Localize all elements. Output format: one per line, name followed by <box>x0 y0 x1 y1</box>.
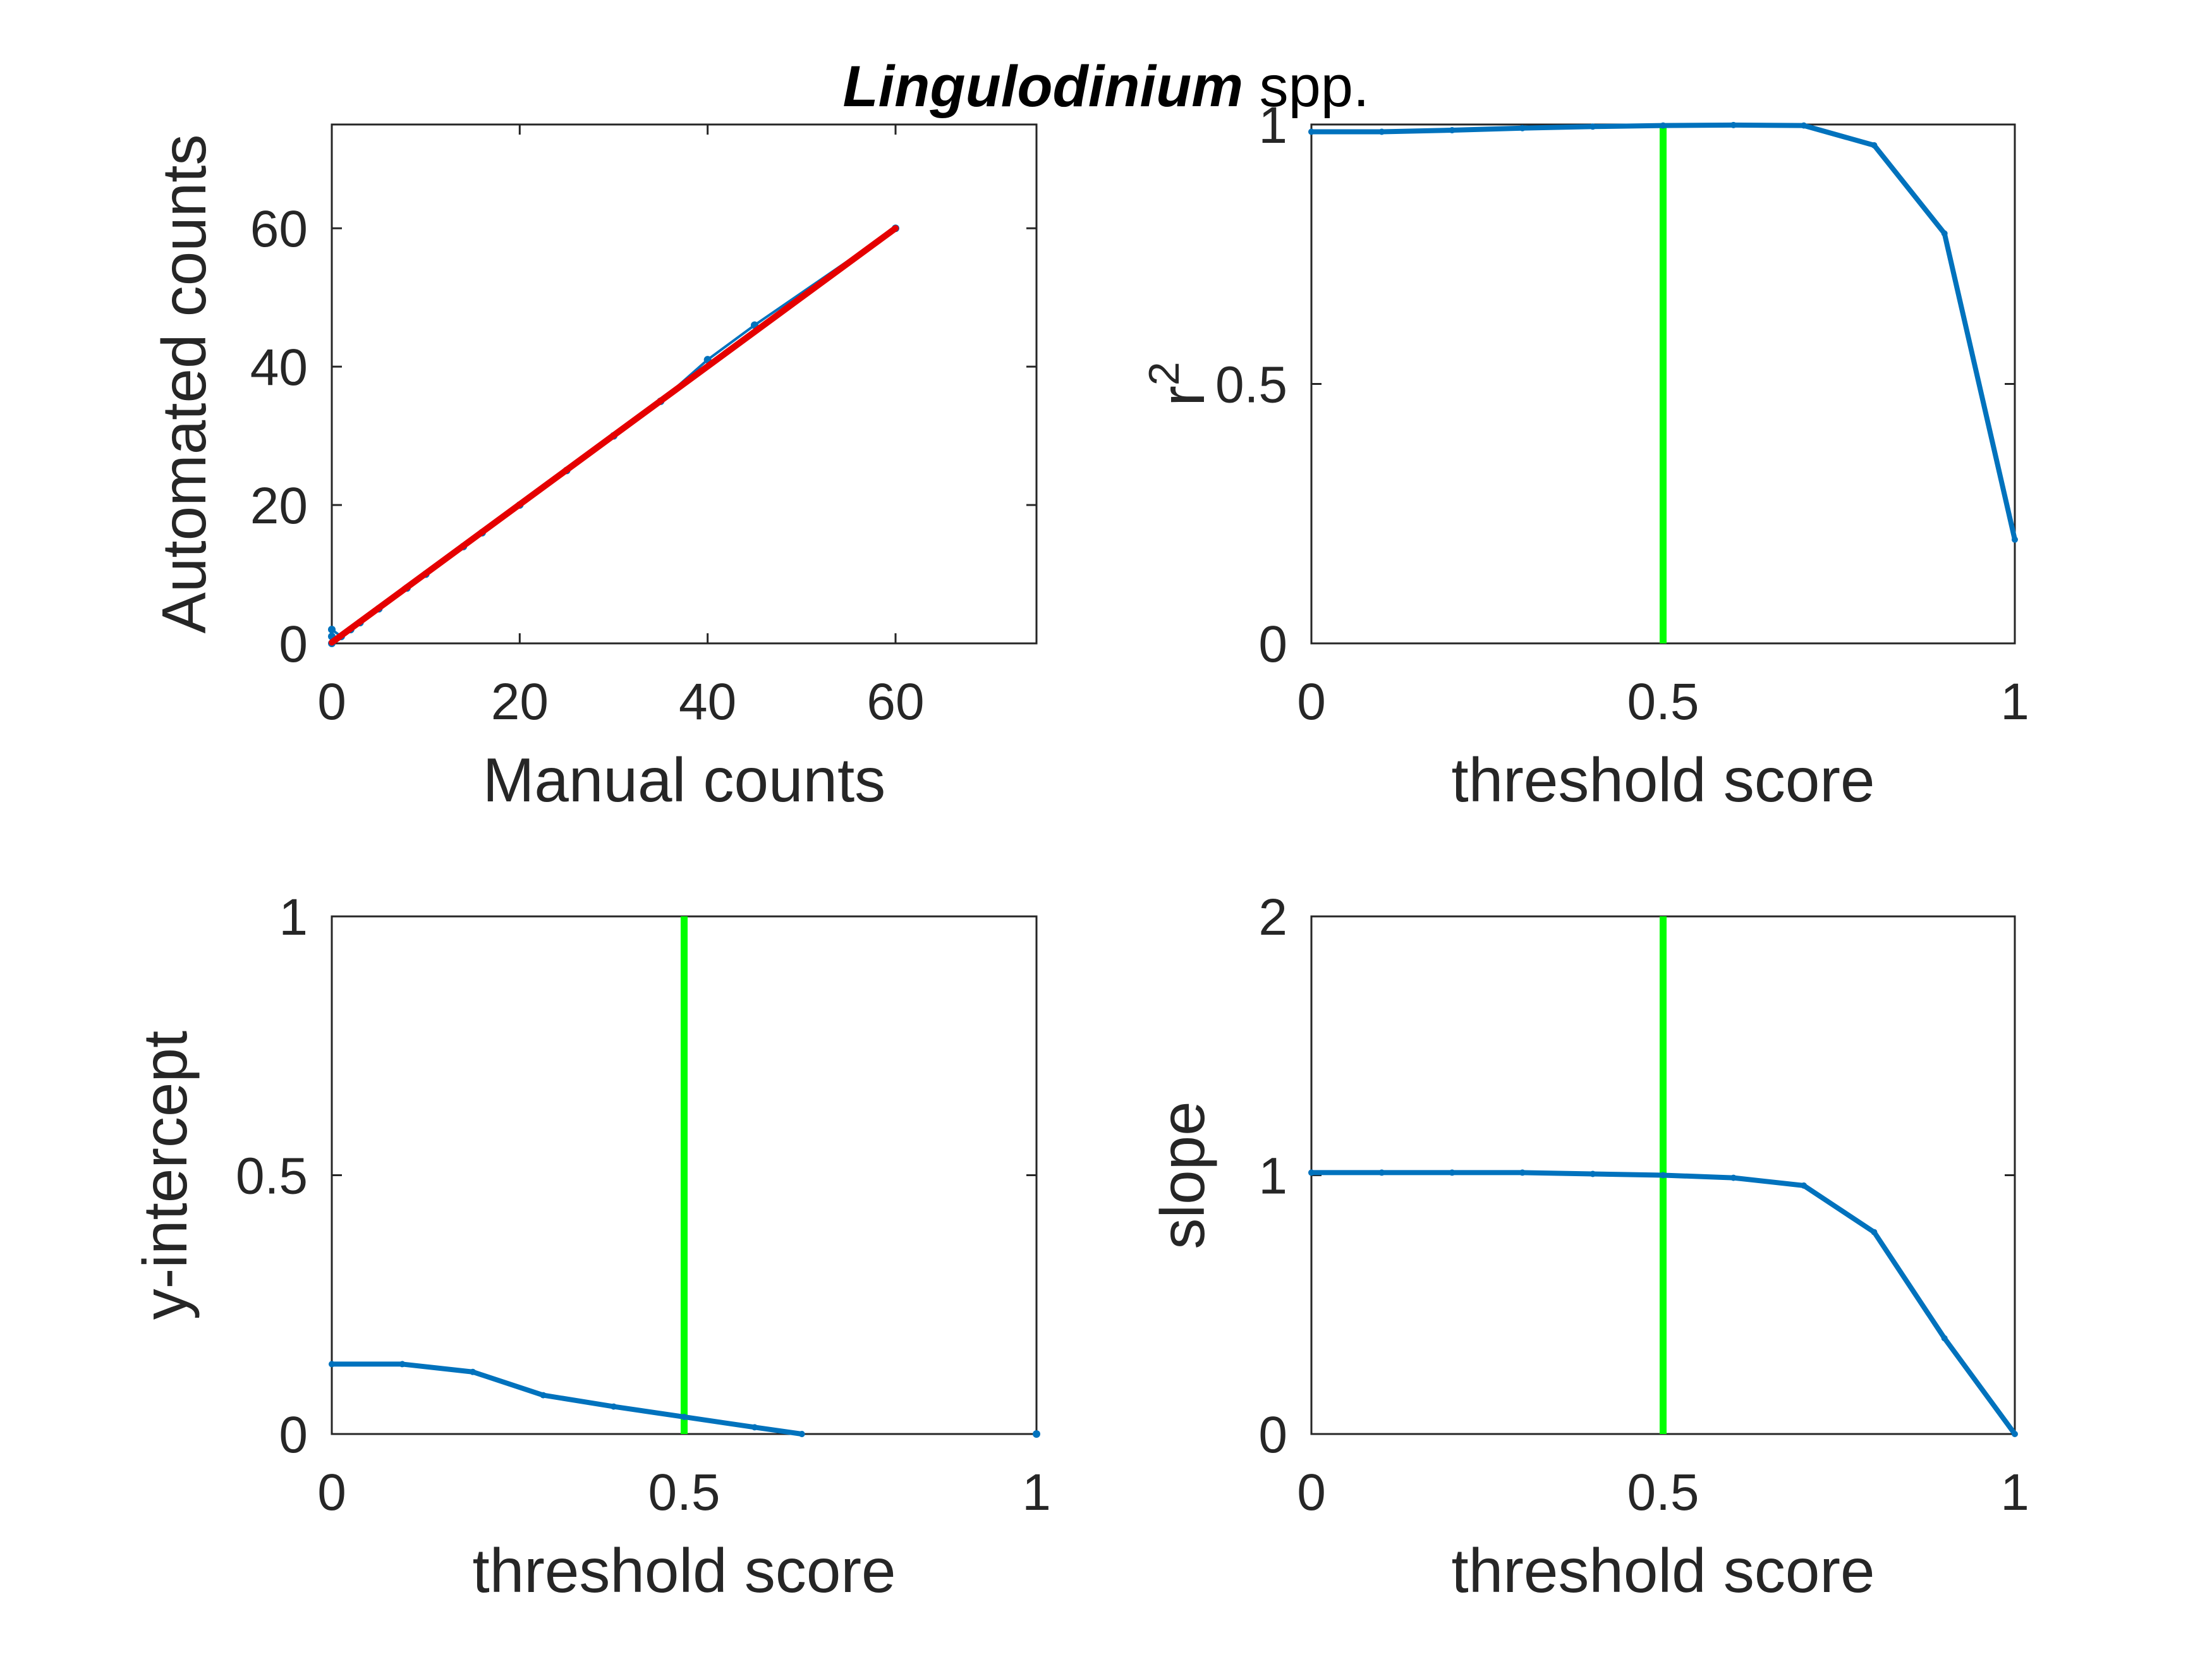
x-axis-label: Manual counts <box>483 745 885 815</box>
panel-intercept: 0 0.5 1 0 0.5 1 threshold score y-intercept <box>130 889 1051 1605</box>
y-tick-label: 0.5 <box>236 1148 308 1205</box>
y-tick-label: 2 <box>1258 889 1287 946</box>
figure-title: Lingulodinium spp. <box>842 54 1369 119</box>
x-tick-label: 0.5 <box>1627 1464 1699 1521</box>
series-point <box>1519 125 1526 131</box>
x-tick-label: 60 <box>866 673 924 731</box>
x-tick-label: 20 <box>491 673 549 731</box>
series-line <box>332 1361 803 1437</box>
series-point <box>1308 128 1315 135</box>
series-point <box>1308 1169 1315 1176</box>
series-point <box>1589 123 1596 130</box>
title-suffix: spp. <box>1243 54 1369 119</box>
y-axis-label: slope <box>1148 1101 1217 1249</box>
x-tick-label: 0.5 <box>648 1464 720 1521</box>
series-point <box>1660 1172 1667 1179</box>
series-point <box>399 1361 406 1368</box>
series-point <box>798 1431 805 1437</box>
series-point <box>2012 1431 2018 1437</box>
y-axis-label: Automated counts <box>149 135 219 634</box>
panel-r2: 0 0.5 1 0 0.5 1 threshold score r2 <box>1140 97 2029 815</box>
x-axis-label: threshold score <box>1451 1536 1875 1605</box>
y-tick-label: 60 <box>250 200 308 258</box>
y-tick-label: 20 <box>250 477 308 535</box>
x-axis-label: threshold score <box>1451 745 1875 815</box>
x-tick-label: 0 <box>1297 673 1326 731</box>
series-point <box>681 1413 688 1420</box>
x-tick-label: 1 <box>2000 1464 2029 1521</box>
series-point <box>1589 1170 1596 1177</box>
x-tick-label: 40 <box>679 673 736 731</box>
series-point <box>329 1361 335 1368</box>
series-point <box>540 1392 547 1399</box>
panel-slope: 0 0.5 1 0 1 2 threshold score slope <box>1148 889 2029 1605</box>
series-point <box>1801 1182 1808 1189</box>
series-point <box>1033 1430 1040 1438</box>
series-point <box>1871 1229 1878 1236</box>
series-point <box>1378 128 1385 135</box>
x-tick-label: 0.5 <box>1627 673 1699 731</box>
series-point <box>1871 142 1878 149</box>
y-axis-label-superscript: 2 <box>1140 362 1188 386</box>
series-point <box>1449 127 1455 134</box>
x-tick-label: 0 <box>317 1464 346 1521</box>
y-axis-label: y-intercept <box>130 1031 200 1320</box>
x-tick-label: 0 <box>317 673 346 731</box>
series-point <box>1801 122 1808 129</box>
series-point <box>611 1403 617 1410</box>
axes-box <box>331 123 1038 645</box>
series-point <box>470 1368 476 1375</box>
series-point <box>1941 1335 1948 1342</box>
y-tick-label: 40 <box>250 339 308 396</box>
y-tick-label: 0 <box>279 1406 308 1464</box>
y-tick-label: 0 <box>279 616 308 673</box>
y-tick-label: 0 <box>1258 1406 1287 1464</box>
series-point <box>1941 230 1948 237</box>
series-point <box>751 1424 758 1431</box>
series-point <box>1730 1174 1737 1181</box>
series-point <box>1730 121 1737 128</box>
y-tick-label: 1 <box>1258 1148 1287 1205</box>
series-point <box>1660 122 1667 129</box>
y-tick-label: 1 <box>279 889 308 946</box>
y-axis-label: r2 <box>1140 362 1217 406</box>
series-point <box>1449 1169 1455 1176</box>
title-species: Lingulodinium <box>842 54 1243 119</box>
y-tick-label: 0 <box>1258 616 1287 673</box>
series-point <box>1378 1169 1385 1176</box>
series-point <box>2012 536 2018 543</box>
regression-line <box>329 225 899 646</box>
x-axis-label: threshold score <box>472 1536 896 1605</box>
x-tick-label: 1 <box>1022 1464 1051 1521</box>
x-tick-label: 1 <box>2000 673 2029 731</box>
y-tick-label: 0.5 <box>1215 356 1287 414</box>
x-tick-label: 0 <box>1297 1464 1326 1521</box>
y-tick-label: 1 <box>1258 97 1287 154</box>
series-point <box>1519 1169 1526 1176</box>
panel-scatter: 0 20 40 60 0 20 40 60 Manual counts Automated cou… <box>149 123 1038 815</box>
